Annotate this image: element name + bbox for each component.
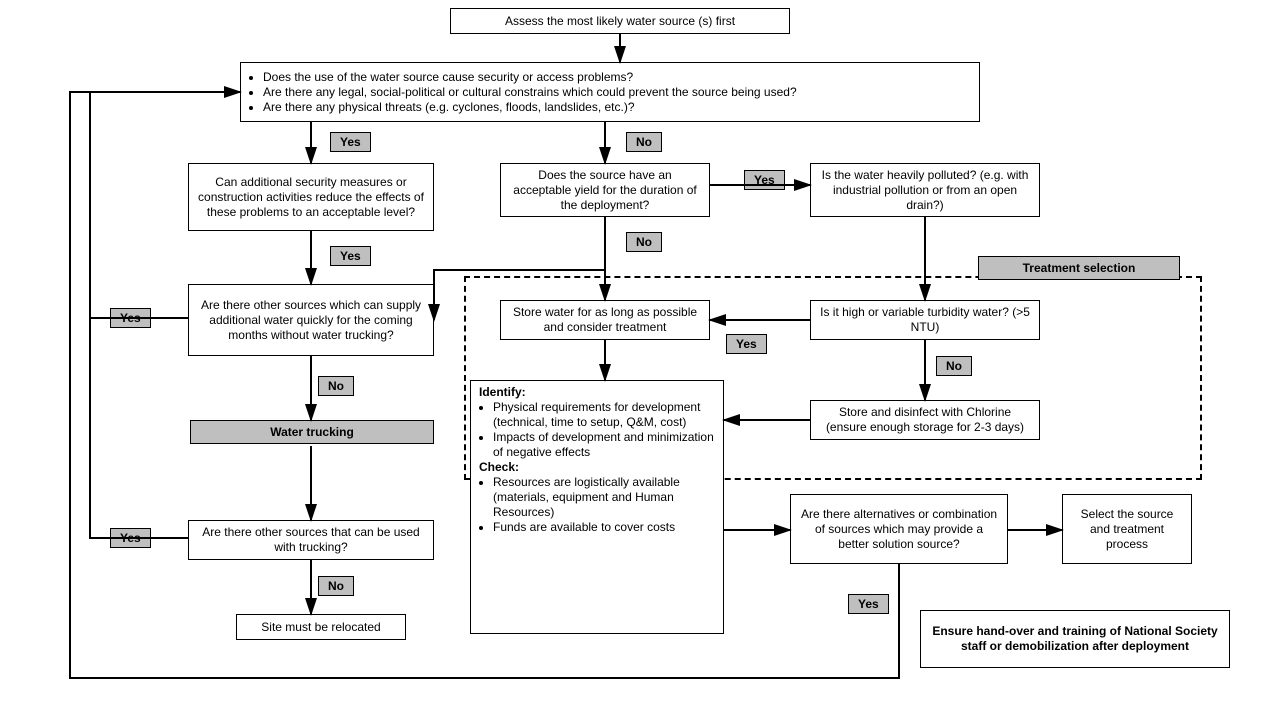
bullet: Impacts of development and minimization …: [493, 430, 715, 460]
bullet: Does the use of the water source cause s…: [263, 70, 797, 85]
text: Can additional security measures or cons…: [197, 175, 425, 220]
label-yes: Yes: [110, 528, 151, 548]
bullet: Are there any legal, social-political or…: [263, 85, 797, 100]
bullet: Resources are logistically available (ma…: [493, 475, 715, 520]
text: Are there alternatives or combination of…: [799, 507, 999, 552]
label-no: No: [626, 232, 662, 252]
node-select-source: Select the source and treatment process: [1062, 494, 1192, 564]
node-alternatives: Are there alternatives or combination of…: [790, 494, 1008, 564]
node-site-relocated: Site must be relocated: [236, 614, 406, 640]
label-no: No: [318, 576, 354, 596]
text: Select the source and treatment process: [1071, 507, 1183, 552]
node-store-consider-treatment: Store water for as long as possible and …: [500, 300, 710, 340]
flowchart-canvas: Assess the most likely water source (s) …: [0, 0, 1280, 720]
text: Ensure hand-over and training of Nationa…: [929, 624, 1221, 654]
text: Is it high or variable turbidity water? …: [819, 305, 1031, 335]
label-yes: Yes: [726, 334, 767, 354]
label-no: No: [936, 356, 972, 376]
node-handover: Ensure hand-over and training of Nationa…: [920, 610, 1230, 668]
node-other-sources-no-trucking: Are there other sources which can supply…: [188, 284, 434, 356]
heading: Identify:: [479, 385, 715, 400]
label-yes: Yes: [330, 246, 371, 266]
node-other-sources-trucking: Are there other sources that can be used…: [188, 520, 434, 560]
node-identify-check: Identify: Physical requirements for deve…: [470, 380, 724, 634]
node-acceptable-yield: Does the source have an acceptable yield…: [500, 163, 710, 217]
text: Site must be relocated: [261, 620, 380, 635]
text: Treatment selection: [1023, 261, 1136, 275]
text: Store water for as long as possible and …: [509, 305, 701, 335]
treatment-selection-title: Treatment selection: [978, 256, 1180, 280]
text: Are there other sources which can supply…: [197, 298, 425, 343]
text: Are there other sources that can be used…: [197, 525, 425, 555]
heading: Check:: [479, 460, 715, 475]
label-yes: Yes: [330, 132, 371, 152]
bullet: Funds are available to cover costs: [493, 520, 715, 535]
node-chlorine: Store and disinfect with Chlorine (ensur…: [810, 400, 1040, 440]
node-assess-source: Assess the most likely water source (s) …: [450, 8, 790, 34]
label-yes: Yes: [848, 594, 889, 614]
bullet: Are there any physical threats (e.g. cyc…: [263, 100, 797, 115]
water-trucking-title: Water trucking: [190, 420, 434, 444]
node-additional-measures: Can additional security measures or cons…: [188, 163, 434, 231]
text: Does the source have an acceptable yield…: [509, 168, 701, 213]
text: Assess the most likely water source (s) …: [505, 14, 735, 29]
node-turbidity: Is it high or variable turbidity water? …: [810, 300, 1040, 340]
text: Store and disinfect with Chlorine (ensur…: [819, 405, 1031, 435]
node-heavily-polluted: Is the water heavily polluted? (e.g. wit…: [810, 163, 1040, 217]
label-no: No: [318, 376, 354, 396]
label-yes: Yes: [110, 308, 151, 328]
label-no: No: [626, 132, 662, 152]
text: Water trucking: [270, 425, 354, 439]
bullet: Physical requirements for development (t…: [493, 400, 715, 430]
node-security-questions: Does the use of the water source cause s…: [240, 62, 980, 122]
text: Is the water heavily polluted? (e.g. wit…: [819, 168, 1031, 213]
label-yes: Yes: [744, 170, 785, 190]
